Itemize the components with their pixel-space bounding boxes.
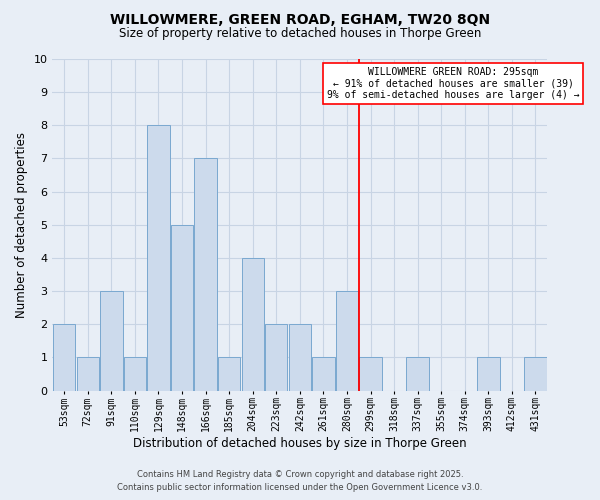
- Bar: [147, 126, 170, 390]
- Bar: [524, 358, 547, 390]
- Y-axis label: Number of detached properties: Number of detached properties: [15, 132, 28, 318]
- Bar: [100, 291, 122, 390]
- Bar: [477, 358, 500, 390]
- Bar: [242, 258, 264, 390]
- Bar: [77, 358, 99, 390]
- Text: Contains HM Land Registry data © Crown copyright and database right 2025.
Contai: Contains HM Land Registry data © Crown c…: [118, 470, 482, 492]
- Bar: [53, 324, 76, 390]
- Bar: [194, 158, 217, 390]
- Bar: [336, 291, 358, 390]
- Bar: [171, 225, 193, 390]
- Bar: [289, 324, 311, 390]
- Text: Size of property relative to detached houses in Thorpe Green: Size of property relative to detached ho…: [119, 28, 481, 40]
- Bar: [359, 358, 382, 390]
- Bar: [312, 358, 335, 390]
- Bar: [124, 358, 146, 390]
- Bar: [265, 324, 287, 390]
- Text: WILLOWMERE, GREEN ROAD, EGHAM, TW20 8QN: WILLOWMERE, GREEN ROAD, EGHAM, TW20 8QN: [110, 12, 490, 26]
- Text: WILLOWMERE GREEN ROAD: 295sqm
← 91% of detached houses are smaller (39)
9% of se: WILLOWMERE GREEN ROAD: 295sqm ← 91% of d…: [326, 68, 580, 100]
- Bar: [218, 358, 241, 390]
- Bar: [406, 358, 429, 390]
- X-axis label: Distribution of detached houses by size in Thorpe Green: Distribution of detached houses by size …: [133, 437, 467, 450]
